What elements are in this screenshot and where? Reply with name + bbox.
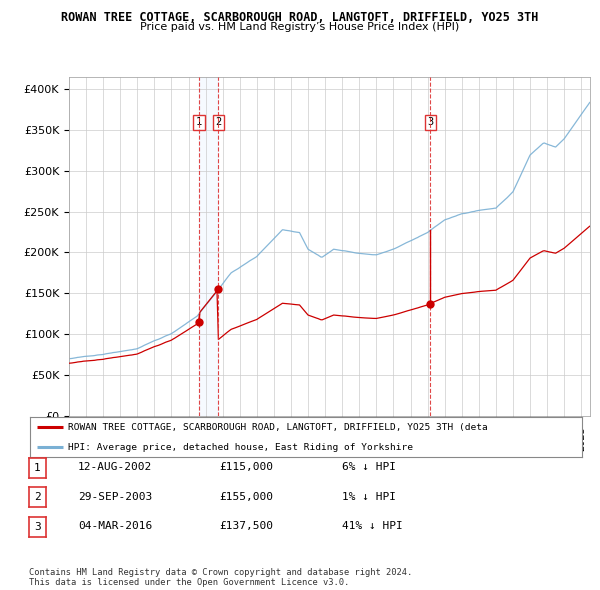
Text: £155,000: £155,000 [219, 492, 273, 502]
Text: 29-SEP-2003: 29-SEP-2003 [78, 492, 152, 502]
Text: 2: 2 [34, 493, 41, 502]
Text: Price paid vs. HM Land Registry’s House Price Index (HPI): Price paid vs. HM Land Registry’s House … [140, 22, 460, 32]
Text: 2: 2 [215, 117, 221, 127]
Text: 04-MAR-2016: 04-MAR-2016 [78, 522, 152, 531]
Text: £115,000: £115,000 [219, 463, 273, 472]
Text: £137,500: £137,500 [219, 522, 273, 531]
Text: 6% ↓ HPI: 6% ↓ HPI [342, 463, 396, 472]
Text: 1: 1 [34, 463, 41, 473]
Text: 41% ↓ HPI: 41% ↓ HPI [342, 522, 403, 531]
Bar [199, 77, 218, 416]
Text: 1% ↓ HPI: 1% ↓ HPI [342, 492, 396, 502]
Text: ROWAN TREE COTTAGE, SCARBOROUGH ROAD, LANGTOFT, DRIFFIELD, YO25 3TH: ROWAN TREE COTTAGE, SCARBOROUGH ROAD, LA… [61, 11, 539, 24]
Text: 1: 1 [196, 117, 202, 127]
Text: 3: 3 [34, 522, 41, 532]
Text: 12-AUG-2002: 12-AUG-2002 [78, 463, 152, 472]
Text: 3: 3 [427, 117, 434, 127]
Text: ROWAN TREE COTTAGE, SCARBOROUGH ROAD, LANGTOFT, DRIFFIELD, YO25 3TH (deta: ROWAN TREE COTTAGE, SCARBOROUGH ROAD, LA… [68, 422, 487, 432]
Text: HPI: Average price, detached house, East Riding of Yorkshire: HPI: Average price, detached house, East… [68, 442, 413, 452]
Text: Contains HM Land Registry data © Crown copyright and database right 2024.
This d: Contains HM Land Registry data © Crown c… [29, 568, 412, 587]
